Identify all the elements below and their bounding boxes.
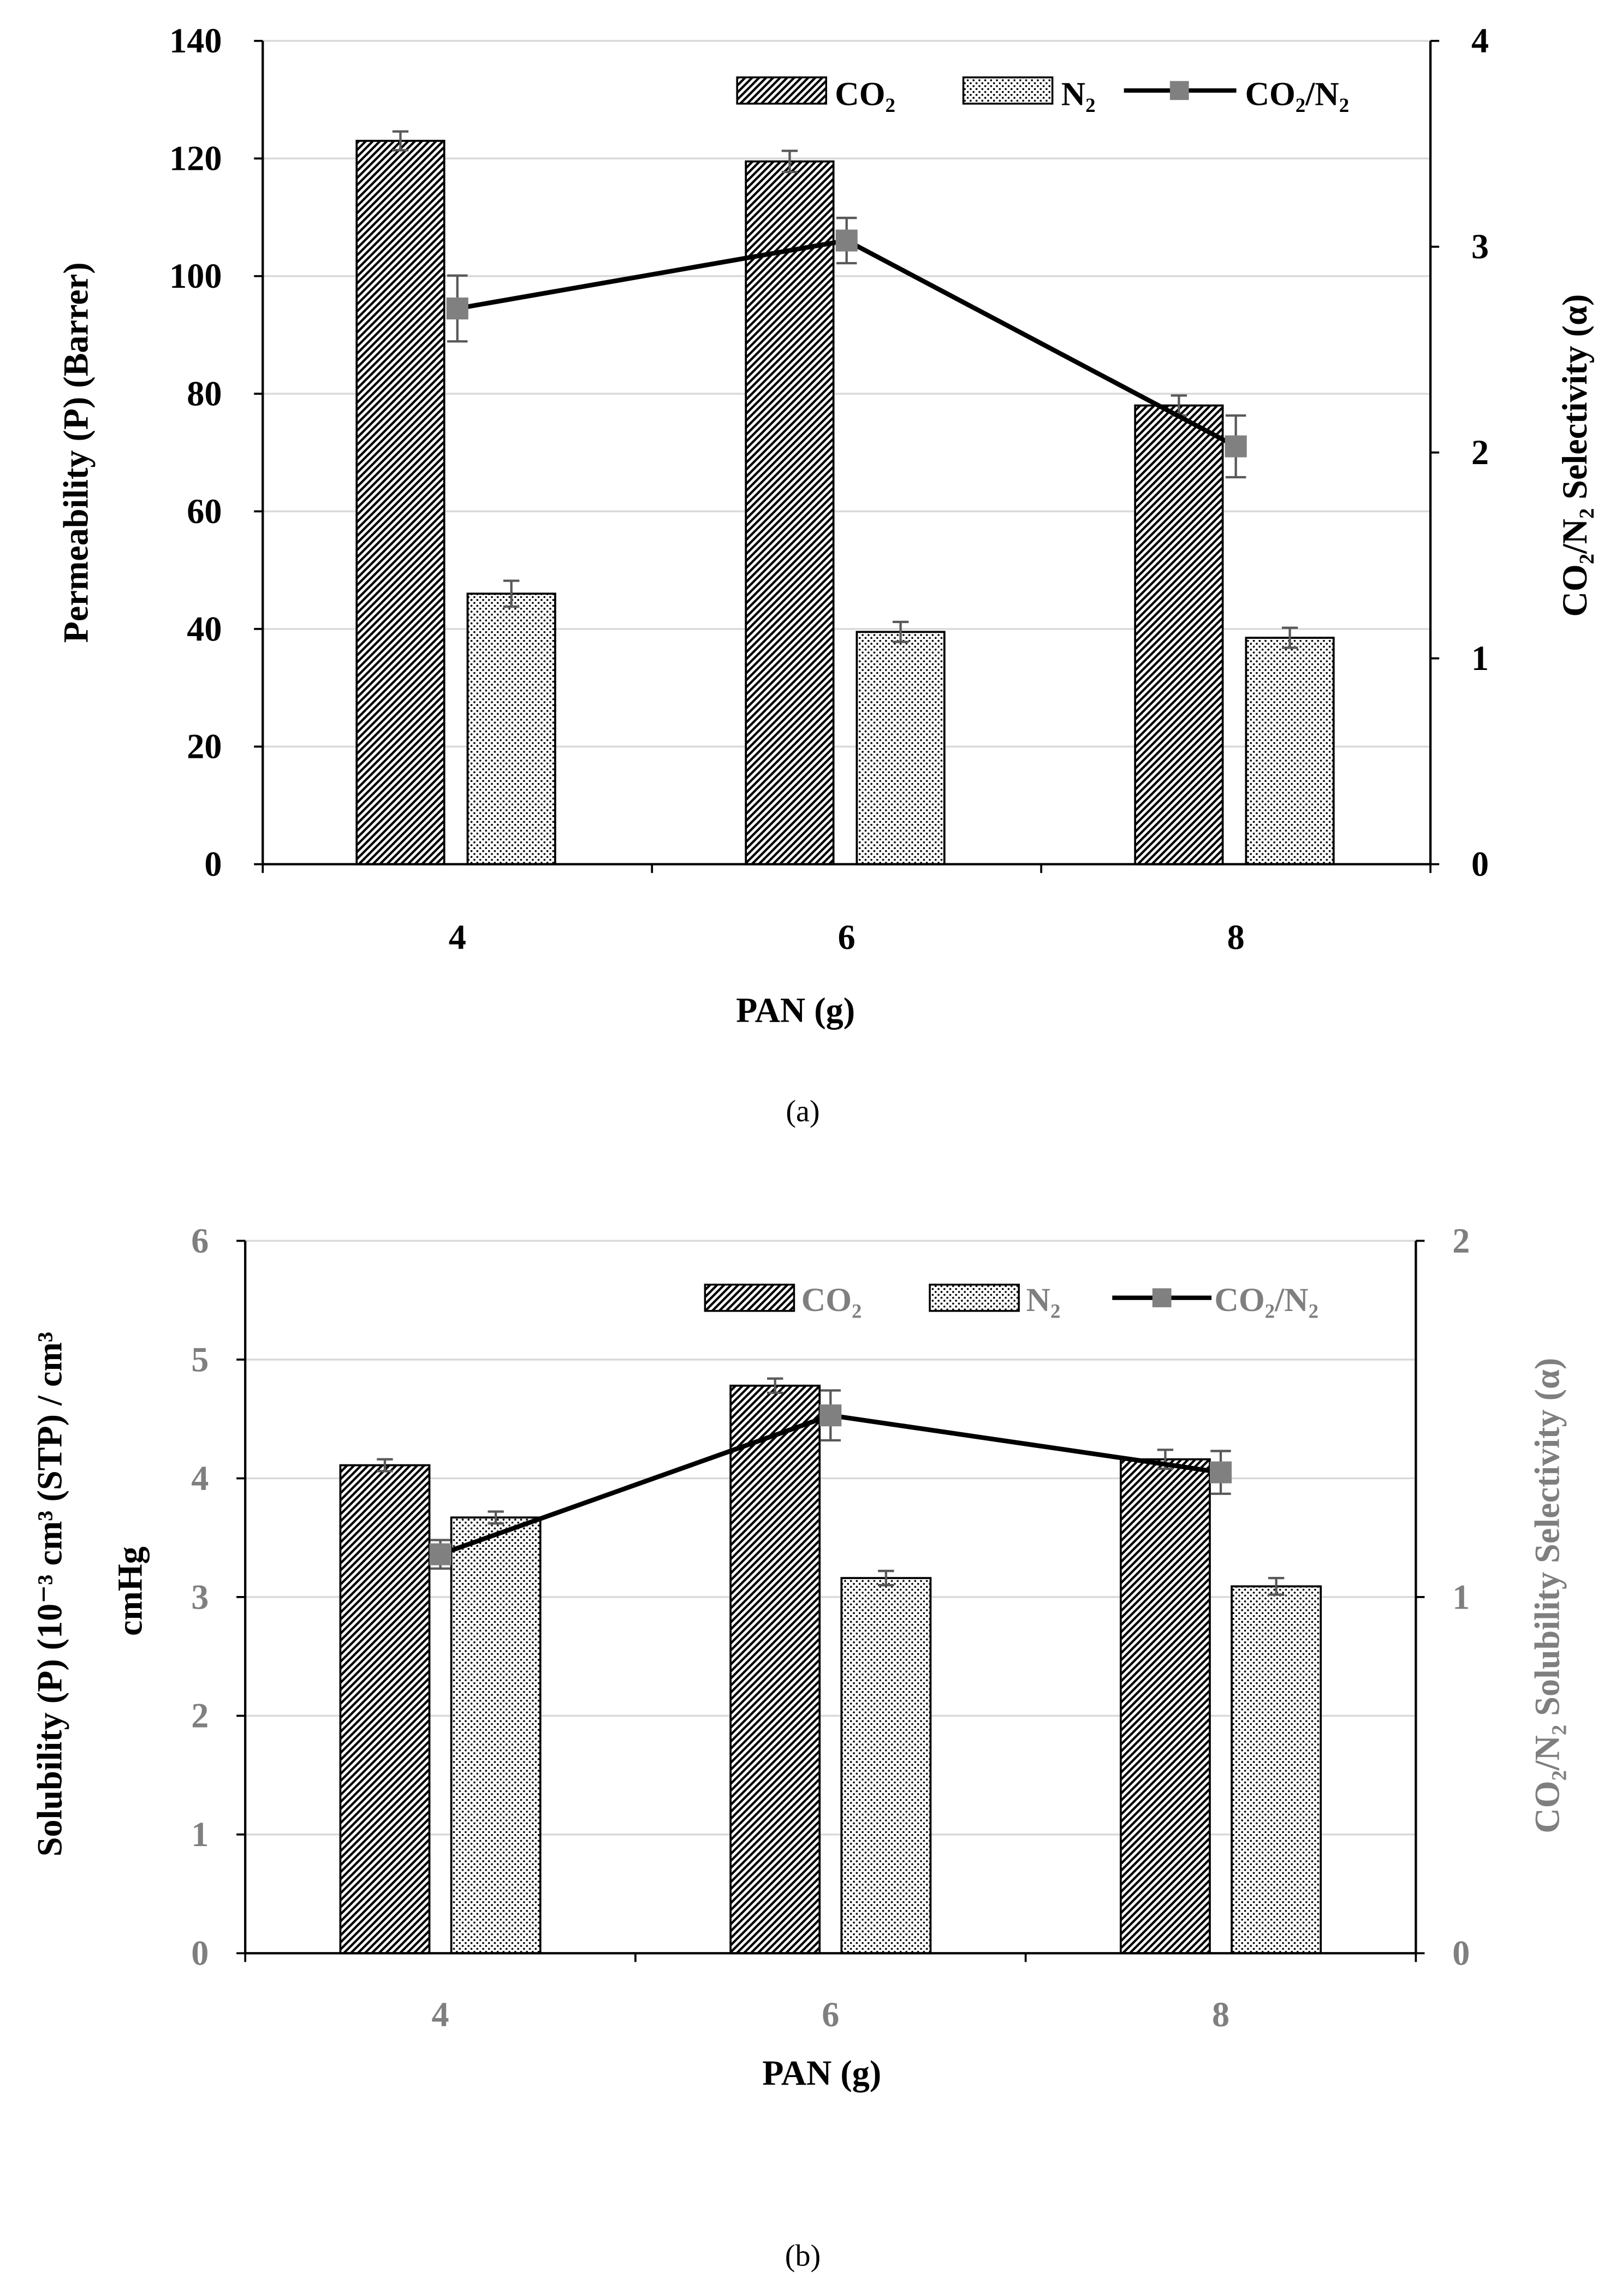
bar-n2-4 [450, 1516, 542, 1955]
bar-n2-6 [840, 1577, 932, 1955]
error-bars-n2 [488, 1510, 1285, 1596]
legend-swatch-n2 [929, 1284, 1020, 1312]
y-tick-label: 140 [169, 21, 222, 60]
x-axis-title: PAN (g) [736, 991, 855, 1030]
legend-label-selectivity: CO₂/N₂ [1245, 75, 1350, 112]
y2-axis-title: CO₂/N₂ Selectivity (α) [1555, 294, 1594, 617]
error-bar-n2-6 [878, 1569, 894, 1587]
axes [254, 39, 1440, 873]
chart-a-plot: 0 20 40 60 80 100 120 140 0 1 2 3 4 4 6 8 [169, 21, 1489, 957]
y-tick-label: 0 [204, 845, 222, 883]
legend-swatch-co2 [736, 76, 828, 105]
line-series-co2-n2 [446, 216, 1247, 479]
y2-tick-label: 1 [1452, 1577, 1470, 1616]
legend-marker-selectivity [1152, 1288, 1172, 1308]
bar-series-co2 [339, 1384, 1211, 1955]
x-tick-label: 6 [838, 918, 856, 957]
y-tick-label: 5 [191, 1340, 209, 1379]
y-tick-label: 3 [191, 1577, 209, 1616]
legend-marker-selectivity [1169, 81, 1189, 100]
bar-co2-8 [1120, 1458, 1211, 1955]
line-series-co2-n2 [429, 1389, 1232, 1570]
y2-tick-label: 0 [1471, 845, 1489, 883]
y-axis-title: Permeability (P) (Barrer) [56, 262, 95, 643]
legend-swatch-n2 [962, 76, 1054, 105]
error-bar-co2-4 [392, 130, 409, 152]
y2-axis-title: CO₂/N₂ Solubility Selectivity (α) [1528, 1358, 1566, 1834]
tick-labels: 0 20 40 60 80 100 120 140 0 1 2 3 4 4 6 8 [169, 21, 1489, 957]
bar-n2-4 [466, 592, 556, 865]
gridlines [263, 40, 1431, 748]
legend-label-co2: CO₂ [801, 1282, 862, 1319]
bar-n2-8 [1231, 1585, 1322, 1955]
panel-label: (a) [786, 1094, 819, 1128]
marker-co2-n2-6 [819, 1404, 842, 1427]
y-tick-label: 40 [187, 609, 222, 648]
y-tick-label: 0 [191, 1934, 209, 1973]
axes [236, 1239, 1425, 1962]
error-bar-n2-8 [1268, 1576, 1285, 1596]
bar-n2-8 [1245, 637, 1335, 865]
bar-series-n2 [466, 592, 1335, 865]
bar-co2-4 [339, 1464, 431, 1955]
x-tick-label: 8 [1212, 1995, 1229, 2034]
bar-co2-8 [1134, 404, 1224, 865]
y-tick-label: 4 [191, 1459, 209, 1498]
chart-b-plot: 0 1 2 3 4 5 6 0 1 2 4 6 8 [191, 1221, 1470, 2034]
error-bars-n2 [503, 579, 1298, 649]
x-tick-label: 8 [1227, 918, 1245, 957]
y2-tick-label: 0 [1452, 1934, 1470, 1973]
x-tick-label: 4 [432, 1995, 449, 2034]
legend-swatch-co2 [704, 1284, 795, 1312]
y2-tick-label: 2 [1471, 433, 1489, 472]
marker-co2-n2-8 [1209, 1461, 1232, 1484]
legend-label-selectivity: CO₂/N₂ [1214, 1282, 1318, 1319]
y-tick-label: 20 [187, 727, 222, 766]
marker-co2-n2-8 [1225, 435, 1247, 458]
gridlines [245, 1239, 1416, 1836]
y-axis-title-line-2: cmHg [110, 1546, 149, 1636]
tick-labels: 0 1 2 3 4 5 6 0 1 2 4 6 8 [191, 1221, 1470, 2034]
panel-label: (b) [785, 2239, 821, 2273]
legend-label-n2: N₂ [1061, 75, 1096, 112]
chart-b: 0 1 2 3 4 5 6 0 1 2 4 6 8 CO₂ N₂ CO₂/N₂ Solubility (… [30, 1221, 1566, 2273]
x-axis-title: PAN (g) [762, 2054, 881, 2092]
error-bar-n2-4 [503, 579, 520, 608]
error-bar-n2-8 [1281, 626, 1298, 649]
x-tick-label: 4 [449, 918, 466, 957]
marker-co2-n2-6 [835, 229, 858, 252]
error-bar-n2-6 [892, 620, 909, 643]
chart-b-legend: CO₂ N₂ CO₂/N₂ [704, 1282, 1318, 1319]
error-bar-co2-6 [767, 1377, 783, 1395]
chart-a: 0 20 40 60 80 100 120 140 0 1 2 3 4 4 6 8 CO₂ N₂ CO₂/N₂… [56, 21, 1594, 1128]
y-tick-label: 80 [187, 374, 222, 413]
error-bar-co2-4 [377, 1458, 393, 1473]
chart-a-legend: CO₂ N₂ CO₂/N₂ [736, 75, 1350, 112]
y-tick-label: 120 [169, 139, 222, 178]
bar-co2-4 [355, 140, 445, 865]
y-tick-label: 60 [187, 492, 222, 531]
bar-n2-6 [856, 631, 946, 865]
y-tick-label: 100 [169, 257, 222, 295]
bar-co2-6 [745, 160, 835, 865]
y-tick-label: 2 [191, 1696, 209, 1735]
y2-tick-label: 4 [1471, 21, 1489, 60]
y2-tick-label: 1 [1471, 639, 1489, 678]
x-tick-label: 6 [822, 1995, 839, 2034]
y-tick-label: 1 [191, 1815, 209, 1854]
marker-co2-n2-4 [429, 1543, 451, 1565]
error-bar-co2-6 [781, 150, 798, 174]
y2-tick-label: 2 [1452, 1221, 1470, 1260]
y-axis-title-line-1: Solubility (P) (10⁻³ cm³ (STP) / cm³ [30, 1332, 69, 1856]
error-bars-co2 [377, 1377, 1174, 1473]
error-bar-n2-4 [488, 1510, 504, 1525]
y2-tick-label: 3 [1471, 227, 1489, 266]
marker-co2-n2-4 [446, 297, 468, 319]
legend-label-co2: CO₂ [835, 75, 895, 112]
bar-co2-6 [729, 1384, 821, 1955]
y-tick-label: 6 [191, 1221, 209, 1260]
legend-label-n2: N₂ [1026, 1282, 1061, 1319]
